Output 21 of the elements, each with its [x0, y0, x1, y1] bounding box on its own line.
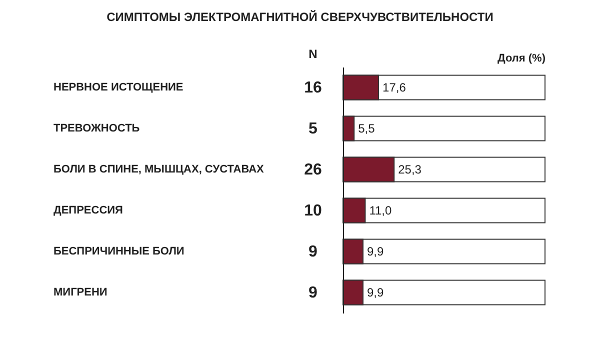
y-tick-label: МИГРЕНИ	[54, 286, 108, 298]
text: 9	[308, 284, 318, 302]
text: 16	[304, 80, 322, 96]
data-label: 9,9	[367, 286, 384, 300]
data-label: 9,9	[367, 244, 384, 258]
data-label: 5,5	[358, 122, 376, 136]
text: 26	[304, 162, 322, 178]
y-tick-label: ДЕПРЕССИЯ	[54, 204, 124, 216]
y-tick-label: НЕРВНОЕ ИСТОЩЕНИЕ	[54, 82, 184, 94]
text: 10	[304, 202, 322, 220]
data-label: 17,6	[382, 80, 406, 94]
y-tick-label: БОЛИ В СПИНЕ, МЫШЦАХ, СУСТАВАХ	[54, 164, 265, 176]
y-tick-label: ТРЕВОЖНОСТЬ	[54, 122, 140, 134]
text: N	[308, 47, 318, 61]
text: 5	[308, 120, 318, 138]
chart-title: СИМПТОМЫ ЭЛЕКТРОМАГНИТНОЙ СВЕРХЧУВСТВИТЕЛЬНОСТИ	[106, 10, 494, 24]
data-label: 25,3	[398, 162, 422, 176]
data-label: 11,0	[369, 204, 392, 218]
x-axis-title: Доля (%)	[498, 52, 546, 64]
y-tick-label: БЕСПРИЧИННЫЕ БОЛИ	[54, 246, 184, 258]
text: 9	[308, 244, 318, 260]
